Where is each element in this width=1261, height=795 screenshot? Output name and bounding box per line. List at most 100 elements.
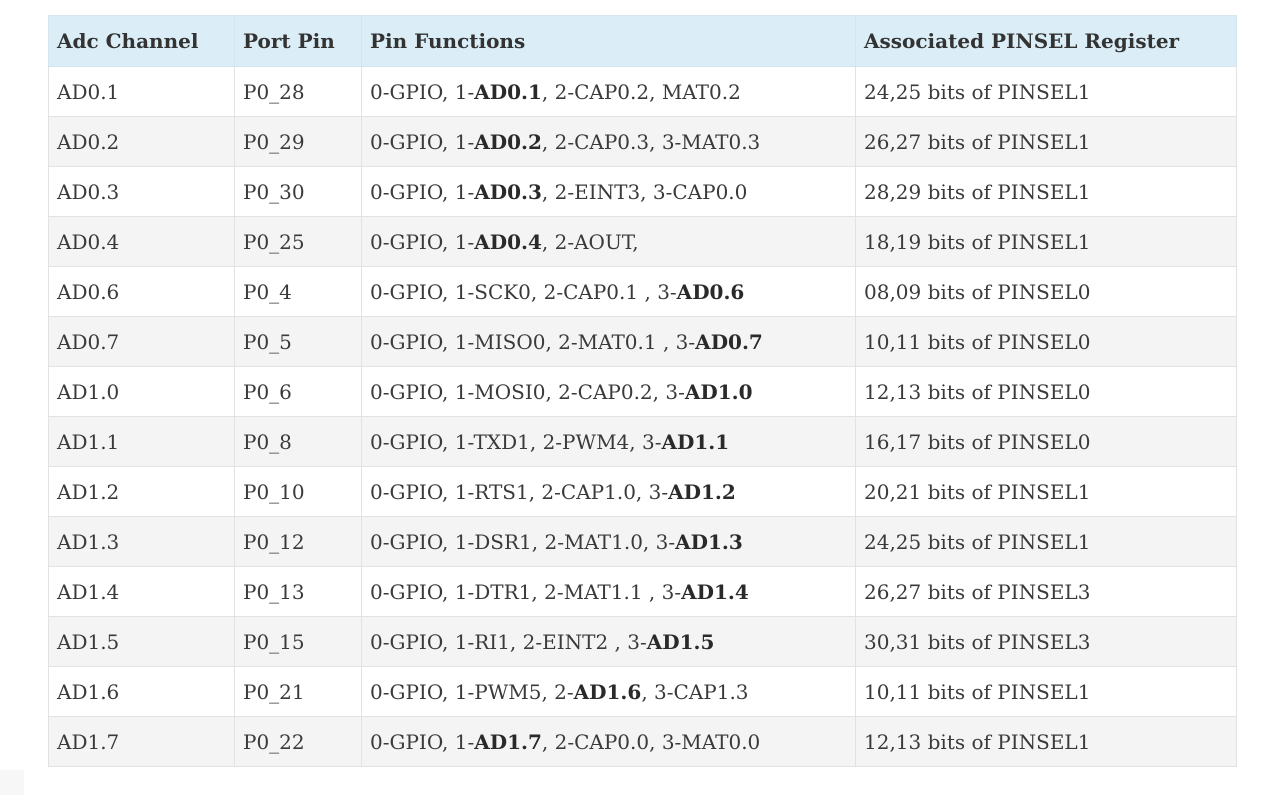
header-port-pin: Port Pin: [234, 15, 362, 67]
header-pinsel-register: Associated PINSEL Register: [855, 15, 1237, 67]
pin-functions-text-suffix: , 2-EINT3, 3-CAP0.0: [541, 179, 748, 204]
cell-adc-channel: AD0.4: [48, 216, 235, 267]
cell-port-pin: P0_22: [234, 716, 362, 767]
cell-port-pin: P0_30: [234, 166, 362, 217]
cell-pin-functions: 0-GPIO, 1-RI1, 2-EINT2 , 3-AD1.5: [361, 616, 856, 667]
cell-pin-functions: 0-GPIO, 1-AD1.7, 2-CAP0.0, 3-MAT0.0: [361, 716, 856, 767]
pin-function-adc-highlight: AD0.6: [676, 279, 745, 304]
cell-adc-channel: AD0.6: [48, 266, 235, 317]
cell-port-pin: P0_8: [234, 416, 362, 467]
pin-function-adc-highlight: AD1.3: [675, 529, 743, 554]
pin-functions-text: 0-GPIO, 1-MISO0, 2-MAT0.1 , 3-: [370, 329, 696, 354]
cell-adc-channel: AD0.3: [48, 166, 235, 217]
cell-pin-functions: 0-GPIO, 1-DSR1, 2-MAT1.0, 3-AD1.3: [361, 516, 856, 567]
pin-functions-text: 0-GPIO, 1-: [370, 229, 475, 254]
table-row: AD0.3 P0_30 0-GPIO, 1-AD0.3, 2-EINT3, 3-CA…: [48, 166, 1237, 217]
table-row: AD1.2 P0_10 0-GPIO, 1-RTS1, 2-CAP1.0, 3-AD…: [48, 466, 1237, 517]
table-row: AD1.3 P0_12 0-GPIO, 1-DSR1, 2-MAT1.0, 3-AD…: [48, 516, 1237, 567]
cell-adc-channel: AD0.1: [48, 66, 235, 117]
cell-port-pin: P0_5: [234, 316, 362, 367]
pin-functions-text: 0-GPIO, 1-RI1, 2-EINT2 , 3-: [370, 629, 647, 654]
adc-channel-table: Adc Channel Port Pin Pin Functions Assoc…: [48, 15, 1237, 767]
pin-function-adc-highlight: AD1.7: [474, 729, 542, 754]
cell-pin-functions: 0-GPIO, 1-AD0.3, 2-EINT3, 3-CAP0.0: [361, 166, 856, 217]
table-row: AD1.0 P0_6 0-GPIO, 1-MOSI0, 2-CAP0.2, 3-AD…: [48, 366, 1237, 417]
cell-adc-channel: AD1.3: [48, 516, 235, 567]
cell-pinsel-register: 26,27 bits of PINSEL1: [855, 116, 1237, 167]
cell-port-pin: P0_25: [234, 216, 362, 267]
cell-adc-channel: AD1.1: [48, 416, 235, 467]
cell-pinsel-register: 10,11 bits of PINSEL0: [855, 316, 1237, 367]
table-header: Adc Channel Port Pin Pin Functions Assoc…: [48, 15, 1237, 67]
cell-pinsel-register: 28,29 bits of PINSEL1: [855, 166, 1237, 217]
cell-port-pin: P0_10: [234, 466, 362, 517]
cell-pinsel-register: 24,25 bits of PINSEL1: [855, 516, 1237, 567]
pin-functions-text: 0-GPIO, 1-RTS1, 2-CAP1.0, 3-: [370, 479, 669, 504]
pin-function-adc-highlight: AD1.1: [661, 429, 730, 454]
pin-functions-text-suffix: , 2-CAP0.0, 3-MAT0.0: [541, 729, 761, 754]
cell-port-pin: P0_29: [234, 116, 362, 167]
pin-function-adc-highlight: AD0.3: [474, 179, 542, 204]
pin-functions-text-suffix: , 2-CAP0.3, 3-MAT0.3: [541, 129, 761, 154]
cell-pin-functions: 0-GPIO, 1-MOSI0, 2-CAP0.2, 3-AD1.0: [361, 366, 856, 417]
table-row: AD0.1 P0_28 0-GPIO, 1-AD0.1, 2-CAP0.2, MAT…: [48, 66, 1237, 117]
pin-function-adc-highlight: AD1.6: [573, 679, 642, 704]
cell-pin-functions: 0-GPIO, 1-RTS1, 2-CAP1.0, 3-AD1.2: [361, 466, 856, 517]
pin-functions-text: 0-GPIO, 1-DTR1, 2-MAT1.1 , 3-: [370, 579, 682, 604]
table-row: AD1.4 P0_13 0-GPIO, 1-DTR1, 2-MAT1.1 , 3-A…: [48, 566, 1237, 617]
cell-pin-functions: 0-GPIO, 1-SCK0, 2-CAP0.1 , 3-AD0.6: [361, 266, 856, 317]
pin-functions-text: 0-GPIO, 1-MOSI0, 2-CAP0.2, 3-: [370, 379, 685, 404]
cell-port-pin: P0_4: [234, 266, 362, 317]
cell-adc-channel: AD0.2: [48, 116, 235, 167]
table-row: AD0.2 P0_29 0-GPIO, 1-AD0.2, 2-CAP0.3, 3-M…: [48, 116, 1237, 167]
pin-functions-text: 0-GPIO, 1-SCK0, 2-CAP0.1 , 3-: [370, 279, 677, 304]
cell-pin-functions: 0-GPIO, 1-PWM5, 2-AD1.6, 3-CAP1.3: [361, 666, 856, 717]
pin-function-adc-highlight: AD1.4: [681, 579, 749, 604]
cell-adc-channel: AD1.7: [48, 716, 235, 767]
cell-pin-functions: 0-GPIO, 1-TXD1, 2-PWM4, 3-AD1.1: [361, 416, 856, 467]
cell-adc-channel: AD1.2: [48, 466, 235, 517]
table-row: AD1.7 P0_22 0-GPIO, 1-AD1.7, 2-CAP0.0, 3-M…: [48, 716, 1237, 767]
pin-function-adc-highlight: AD1.5: [646, 629, 715, 654]
cell-pin-functions: 0-GPIO, 1-AD0.2, 2-CAP0.3, 3-MAT0.3: [361, 116, 856, 167]
cell-pinsel-register: 30,31 bits of PINSEL3: [855, 616, 1237, 667]
cell-pinsel-register: 24,25 bits of PINSEL1: [855, 66, 1237, 117]
cell-pin-functions: 0-GPIO, 1-AD0.4, 2-AOUT,: [361, 216, 856, 267]
cell-pinsel-register: 18,19 bits of PINSEL1: [855, 216, 1237, 267]
table-row: AD1.1 P0_8 0-GPIO, 1-TXD1, 2-PWM4, 3-AD1.1…: [48, 416, 1237, 467]
pin-functions-text: 0-GPIO, 1-TXD1, 2-PWM4, 3-: [370, 429, 662, 454]
pin-functions-text-suffix: , 2-CAP0.2, MAT0.2: [541, 79, 741, 104]
pin-functions-text-suffix: , 3-CAP1.3: [641, 679, 749, 704]
header-adc-channel: Adc Channel: [48, 15, 235, 67]
cell-pinsel-register: 20,21 bits of PINSEL1: [855, 466, 1237, 517]
header-pin-functions: Pin Functions: [361, 15, 856, 67]
pin-functions-text: 0-GPIO, 1-PWM5, 2-: [370, 679, 574, 704]
cell-pin-functions: 0-GPIO, 1-DTR1, 2-MAT1.1 , 3-AD1.4: [361, 566, 856, 617]
pin-function-adc-highlight: AD0.7: [695, 329, 763, 354]
cell-pinsel-register: 12,13 bits of PINSEL0: [855, 366, 1237, 417]
cell-port-pin: P0_12: [234, 516, 362, 567]
cell-adc-channel: AD1.6: [48, 666, 235, 717]
pin-function-adc-highlight: AD1.2: [668, 479, 736, 504]
cell-pinsel-register: 26,27 bits of PINSEL3: [855, 566, 1237, 617]
pin-functions-text: 0-GPIO, 1-: [370, 179, 475, 204]
page-background-strip: [0, 770, 24, 795]
table-body: AD0.1 P0_28 0-GPIO, 1-AD0.1, 2-CAP0.2, MAT…: [48, 66, 1237, 767]
pin-function-adc-highlight: AD0.1: [474, 79, 542, 104]
cell-pinsel-register: 16,17 bits of PINSEL0: [855, 416, 1237, 467]
cell-port-pin: P0_6: [234, 366, 362, 417]
cell-port-pin: P0_15: [234, 616, 362, 667]
cell-port-pin: P0_21: [234, 666, 362, 717]
cell-pinsel-register: 10,11 bits of PINSEL1: [855, 666, 1237, 717]
cell-pin-functions: 0-GPIO, 1-MISO0, 2-MAT0.1 , 3-AD0.7: [361, 316, 856, 367]
cell-pinsel-register: 12,13 bits of PINSEL1: [855, 716, 1237, 767]
header-row: Adc Channel Port Pin Pin Functions Assoc…: [48, 15, 1237, 67]
table-row: AD0.4 P0_25 0-GPIO, 1-AD0.4, 2-AOUT, 18,19 …: [48, 216, 1237, 267]
pin-functions-text-suffix: , 2-AOUT,: [541, 229, 639, 254]
pin-function-adc-highlight: AD1.0: [684, 379, 753, 404]
pin-function-adc-highlight: AD0.2: [474, 129, 542, 154]
cell-pin-functions: 0-GPIO, 1-AD0.1, 2-CAP0.2, MAT0.2: [361, 66, 856, 117]
table-row: AD0.7 P0_5 0-GPIO, 1-MISO0, 2-MAT0.1 , 3-A…: [48, 316, 1237, 367]
pin-functions-text: 0-GPIO, 1-: [370, 79, 475, 104]
cell-port-pin: P0_13: [234, 566, 362, 617]
